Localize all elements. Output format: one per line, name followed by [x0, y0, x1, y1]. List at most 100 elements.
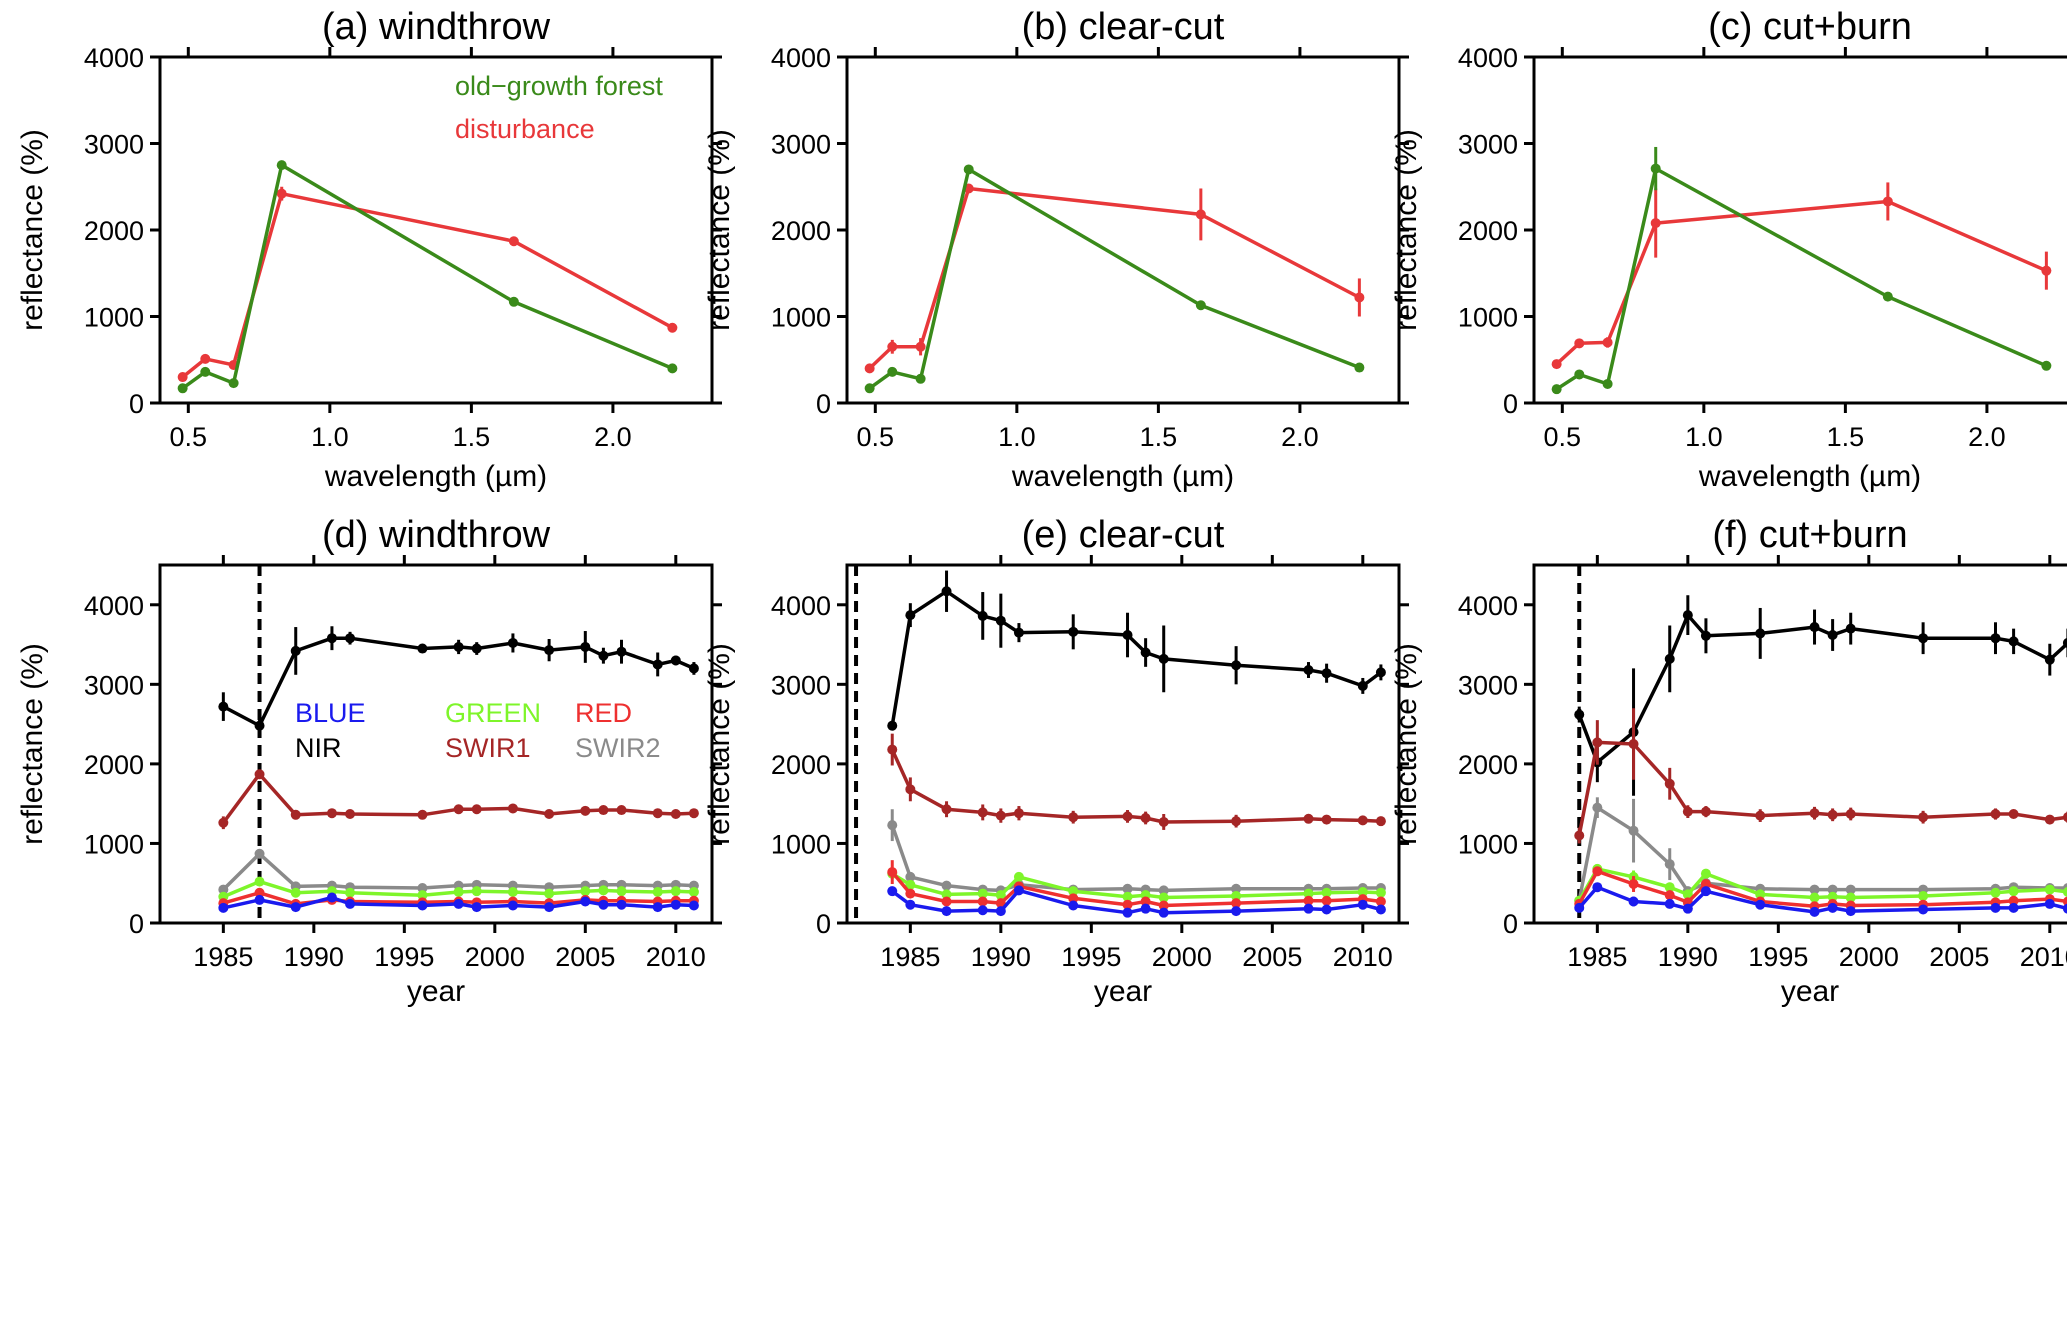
data-point — [1013, 871, 1024, 882]
data-point — [2044, 898, 2055, 909]
y-tick-label: 3000 — [1458, 670, 1518, 700]
data-point — [345, 898, 356, 909]
legend-entry: BLUE — [295, 698, 366, 728]
y-tick-label: 0 — [816, 909, 831, 939]
data-point — [941, 804, 952, 815]
legend-entry: NIR — [295, 733, 342, 763]
data-point — [471, 804, 482, 815]
data-point — [200, 366, 211, 377]
data-point — [1375, 816, 1386, 827]
data-point — [580, 641, 591, 652]
data-point — [1140, 647, 1151, 658]
y-tick-label: 0 — [1503, 909, 1518, 939]
data-point — [1321, 814, 1332, 825]
x-tick-label: 1.0 — [311, 422, 349, 452]
x-tick-label: 0.5 — [170, 422, 208, 452]
data-point — [218, 884, 229, 895]
data-point — [1375, 904, 1386, 915]
data-point — [417, 900, 428, 911]
data-point — [670, 886, 681, 897]
data-point — [1013, 808, 1024, 819]
data-point — [2008, 809, 2019, 820]
data-point — [1375, 887, 1386, 898]
x-axis-label: wavelength (µm) — [324, 460, 547, 493]
y-axis-label: reflectance (%) — [703, 129, 736, 331]
data-point — [2041, 360, 2052, 371]
data-point — [1700, 879, 1711, 890]
data-point — [417, 809, 428, 820]
x-tick-label: 2005 — [555, 942, 615, 972]
data-point — [1755, 628, 1766, 639]
data-point — [905, 610, 916, 621]
data-point — [652, 659, 663, 670]
panel-2: (b) clear-cut 0.5 1.0 1.5 2.0 0 1000 2000 3000 40… — [703, 6, 1409, 493]
data-point — [915, 373, 926, 384]
series-line-nir — [222, 636, 695, 728]
data-point — [1592, 866, 1603, 877]
y-tick-label: 4000 — [84, 43, 144, 73]
data-point — [887, 867, 898, 878]
data-point — [1845, 906, 1856, 917]
data-point — [177, 372, 188, 383]
x-tick-label: 1.5 — [453, 422, 491, 452]
data-point — [345, 887, 356, 898]
data-point — [254, 887, 265, 898]
y-tick-label: 4000 — [1458, 43, 1518, 73]
data-point — [915, 341, 926, 352]
data-point — [417, 890, 428, 901]
x-tick-label: 2010 — [2020, 942, 2067, 972]
data-point — [507, 900, 518, 911]
data-point — [1231, 890, 1242, 901]
series-line-green — [222, 879, 694, 899]
data-point — [345, 633, 356, 644]
panel-4: (d) windthrow 1985 1990 1995 2000 2005 2010 0 10… — [16, 514, 722, 1008]
data-point — [1231, 898, 1242, 909]
panel-title: (d) windthrow — [322, 514, 551, 556]
data-point — [1122, 630, 1133, 641]
x-tick-label: 2010 — [646, 942, 706, 972]
data-point — [1664, 653, 1675, 664]
data-point — [276, 188, 287, 199]
data-point — [2062, 812, 2067, 823]
data-point — [1990, 809, 2001, 820]
data-point — [1755, 899, 1766, 910]
plot-frame — [845, 563, 1401, 925]
x-tick-label: 2005 — [1242, 942, 1302, 972]
data-point — [1682, 610, 1693, 621]
x-tick-label: 1990 — [971, 942, 1031, 972]
data-point — [1628, 825, 1639, 836]
data-point — [887, 341, 898, 352]
data-point — [995, 906, 1006, 917]
data-point — [1664, 882, 1675, 893]
data-point — [417, 882, 428, 893]
data-point — [1195, 209, 1206, 220]
data-point — [1809, 808, 1820, 819]
data-point — [941, 889, 952, 900]
x-axis-label: wavelength (µm) — [1698, 460, 1921, 493]
series-line-swir1 — [1577, 740, 2067, 836]
data-point — [1755, 810, 1766, 821]
data-point — [1845, 809, 1856, 820]
data-point — [1574, 830, 1585, 841]
data-point — [1827, 884, 1838, 895]
data-point — [864, 363, 875, 374]
data-point — [1321, 668, 1332, 679]
data-point — [1602, 378, 1613, 389]
series-line-old-growth-forest — [868, 167, 1361, 390]
data-point — [670, 899, 681, 910]
y-tick-label: 4000 — [84, 591, 144, 621]
x-tick-label: 1995 — [374, 942, 434, 972]
data-point — [1321, 904, 1332, 915]
data-point — [1122, 891, 1133, 902]
data-point — [1357, 680, 1368, 691]
data-point — [598, 650, 609, 661]
data-point — [1918, 890, 1929, 901]
data-point — [995, 810, 1006, 821]
data-point — [544, 809, 555, 820]
x-tick-label: 2005 — [1929, 942, 1989, 972]
data-point — [276, 160, 287, 171]
data-point — [326, 633, 337, 644]
y-tick-label: 2000 — [84, 750, 144, 780]
data-point — [1664, 778, 1675, 789]
